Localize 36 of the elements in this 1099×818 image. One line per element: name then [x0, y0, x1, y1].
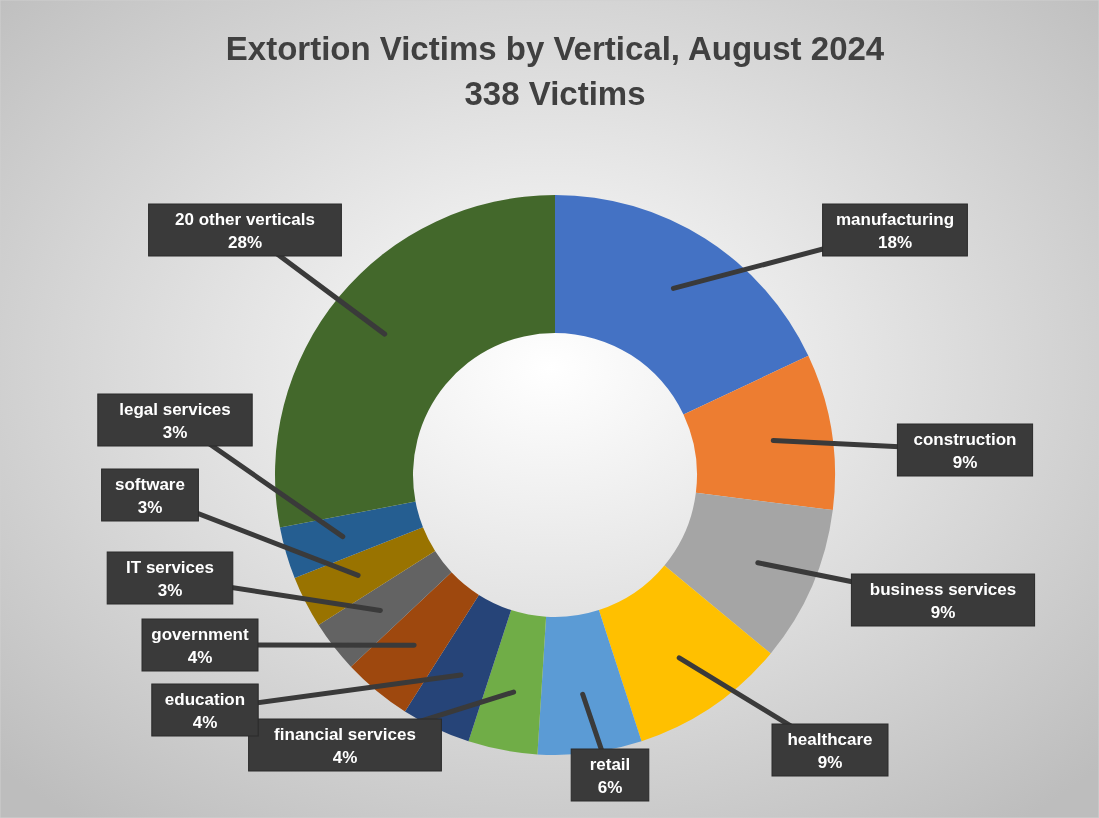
data-label: 3%	[157, 581, 183, 600]
donut-slice	[350, 572, 479, 712]
donut-slice	[318, 551, 452, 667]
donut-slice	[598, 565, 771, 742]
chart-title: Extortion Victims by Vertical, August 2024	[225, 30, 885, 67]
donut-slice	[683, 355, 835, 511]
slice-label: software	[115, 475, 185, 494]
data-label: 6%	[597, 778, 623, 797]
donut-slice	[294, 527, 436, 626]
slice-label: financial services	[274, 725, 416, 744]
donut-slice	[468, 610, 547, 755]
slice-label: retail	[589, 755, 631, 774]
slice-label: IT services	[126, 558, 214, 577]
slice-label: business services	[869, 580, 1017, 599]
data-label: 18%	[877, 233, 913, 252]
data-label: 9%	[930, 603, 956, 622]
data-label: 4%	[332, 748, 358, 767]
data-label: 3%	[137, 498, 163, 517]
data-label: 4%	[192, 713, 218, 732]
chart-subtitle: 338 Victims	[464, 75, 646, 112]
data-label: 28%	[227, 233, 263, 252]
slice-label: government	[151, 625, 249, 644]
data-label: 9%	[817, 753, 843, 772]
slice-label: manufacturing	[835, 210, 955, 229]
donut-slice	[664, 492, 833, 654]
data-label: 4%	[187, 648, 213, 667]
slice-label: legal services	[119, 400, 231, 419]
slice-label: 20 other verticals	[175, 210, 315, 229]
slice-label: construction	[913, 430, 1017, 449]
donut-slice	[279, 501, 423, 579]
slice-label: education	[164, 690, 246, 709]
data-label: 9%	[952, 453, 978, 472]
donut-slice	[555, 195, 809, 415]
donut-slice	[537, 610, 642, 755]
slice-label: healthcare	[787, 730, 873, 749]
data-label: 3%	[162, 423, 188, 442]
